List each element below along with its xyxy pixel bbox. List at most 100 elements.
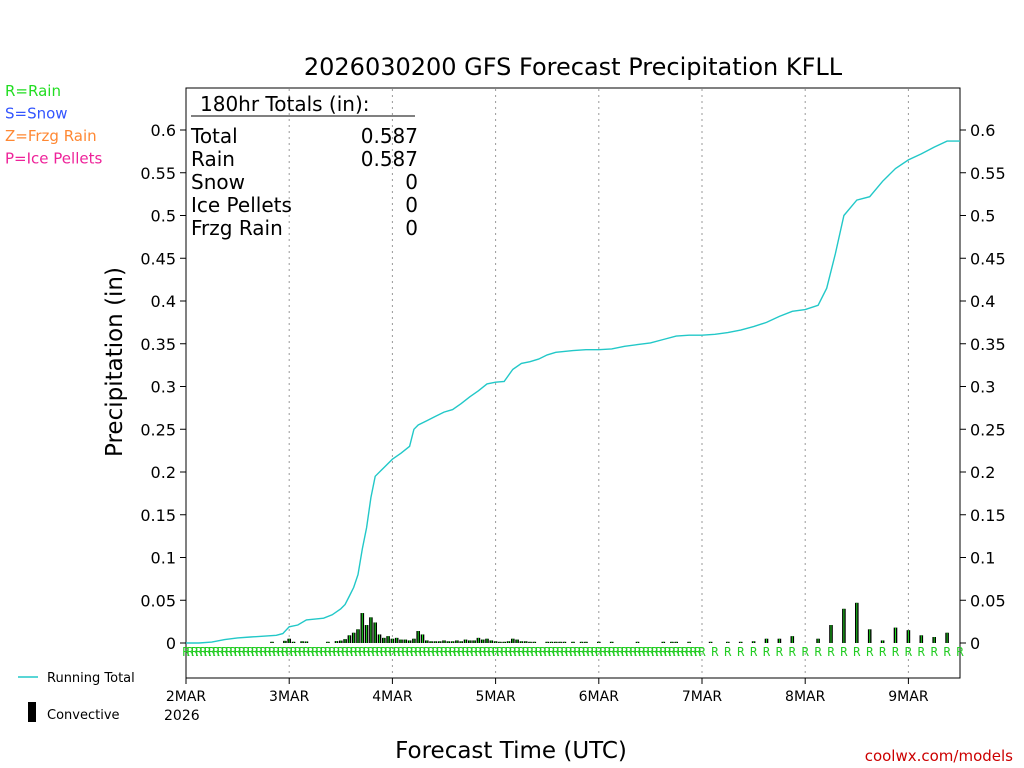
ptype-mark: R xyxy=(432,645,440,659)
ptype-mark: R xyxy=(685,645,693,659)
ptype-mark: R xyxy=(956,645,964,659)
rain-bar xyxy=(520,641,522,643)
plot-frame xyxy=(185,87,961,679)
ptype-mark: R xyxy=(341,645,349,659)
totals-row-label: Ice Pellets xyxy=(191,193,292,217)
ptype-mark: R xyxy=(634,645,642,659)
rain-bar xyxy=(477,637,479,643)
ptype-mark: R xyxy=(552,645,560,659)
y-axis-right: 0 0.05 0.1 0.15 0.2 0.25 0.3 0.35 0.4 0.45 0.5 0.55… xyxy=(960,121,1006,653)
credit-link[interactable]: coolwx.com/models xyxy=(865,747,1013,765)
ptype-mark: R xyxy=(621,645,629,659)
rain-bar xyxy=(288,638,290,643)
rain-bar xyxy=(581,641,583,643)
ptype-mark: R xyxy=(303,645,311,659)
ptype-mark: R xyxy=(612,645,620,659)
rain-bar xyxy=(271,641,273,643)
ptype-mark: R xyxy=(711,645,719,659)
y-tick-label-right: 0.45 xyxy=(970,249,1006,268)
rain-bar xyxy=(400,639,402,643)
rain-bar xyxy=(482,639,484,643)
ptype-mark: R xyxy=(294,645,302,659)
ptype-mark: R xyxy=(449,645,457,659)
rain-bar xyxy=(882,640,884,643)
y-tick-label-left: 0.6 xyxy=(151,121,176,140)
rain-bar xyxy=(465,639,466,643)
ptype-mark: R xyxy=(483,645,491,659)
rain-bar xyxy=(551,641,552,643)
y-tick-label-left: 0.45 xyxy=(140,249,176,268)
ptype-mark: R xyxy=(604,645,612,659)
rain-bar xyxy=(357,629,359,643)
rain-bar xyxy=(473,640,475,643)
ptype-mark: R xyxy=(892,645,900,659)
ptype-mark: R xyxy=(423,645,431,659)
rain-bar xyxy=(512,638,514,643)
y-tick-label-left: 0.1 xyxy=(151,549,176,568)
ptype-mark: R xyxy=(243,645,251,659)
x-tick-label: 9MAR xyxy=(888,689,929,705)
rain-bar xyxy=(907,630,909,643)
ptype-mark: R xyxy=(827,645,835,659)
ptype-mark: R xyxy=(681,645,689,659)
rain-bar xyxy=(555,641,557,643)
ptype-mark: R xyxy=(470,645,478,659)
rain-bar xyxy=(434,641,436,643)
rain-bar xyxy=(503,641,505,643)
ptype-mark: R xyxy=(273,645,281,659)
rain-bar xyxy=(374,622,376,643)
rain-bar xyxy=(740,641,742,643)
ptype-mark: R xyxy=(359,645,367,659)
rain-bar xyxy=(447,641,449,643)
ptype-mark: R xyxy=(496,645,504,659)
ptype-mark: R xyxy=(324,645,332,659)
rain-bar xyxy=(525,641,527,643)
ptype-mark: R xyxy=(724,645,732,659)
ptype-legend-item: R=Rain xyxy=(5,82,61,100)
y-tick-label-right: 0.55 xyxy=(970,164,1006,183)
rain-bar xyxy=(456,640,458,643)
y-axis-title: Precipitation (in) xyxy=(102,267,128,457)
rain-bar xyxy=(340,640,342,643)
ptype-mark: R xyxy=(346,645,354,659)
year-label: 2026 xyxy=(164,708,200,724)
rain-bar xyxy=(766,638,767,643)
ptype-mark: R xyxy=(367,645,375,659)
rain-bar xyxy=(778,638,780,643)
running-total-line xyxy=(186,140,960,644)
ptype-mark: R xyxy=(488,645,496,659)
ptype-mark: R xyxy=(311,645,319,659)
rain-bar xyxy=(426,640,428,643)
ptype-mark: R xyxy=(281,645,289,659)
precip-type-legend: R=Rain S=Snow Z=Frzg Rain P=Ice Pellets xyxy=(5,82,102,168)
rain-bar xyxy=(611,641,613,643)
ptype-mark: R xyxy=(255,645,263,659)
ptype-mark: R xyxy=(195,645,203,659)
rain-bar xyxy=(933,637,935,643)
y-axis-left: 0 0.05 0.1 0.15 0.2 0.25 0.3 0.35 0.4 0.45 0.5 0.55… xyxy=(140,121,186,653)
x-axis-title: Forecast Time (UTC) xyxy=(395,738,627,764)
rain-bar xyxy=(439,641,441,643)
ptype-mark: R xyxy=(526,645,534,659)
ptype-mark: R xyxy=(208,645,216,659)
ptype-mark: R xyxy=(905,645,913,659)
y-tick-label-left: 0.3 xyxy=(151,378,176,397)
ptype-mark: R xyxy=(337,645,345,659)
ptype-mark: R xyxy=(509,645,517,659)
ptype-mark: R xyxy=(221,645,229,659)
rain-bar xyxy=(422,634,423,643)
ptype-legend-item: S=Snow xyxy=(5,105,68,123)
ptype-mark: R xyxy=(466,645,474,659)
rain-bar xyxy=(688,641,690,643)
ptype-mark: R xyxy=(587,645,595,659)
rain-bar xyxy=(516,639,518,643)
rain-bar xyxy=(348,635,350,643)
ptype-mark: R xyxy=(268,645,276,659)
ptype-mark: R xyxy=(673,645,681,659)
y-tick-label-left: 0.5 xyxy=(151,207,176,226)
totals-row-value: 0 xyxy=(405,170,418,194)
rain-bar xyxy=(710,641,712,643)
ptype-mark: R xyxy=(879,645,887,659)
x-tick-label: 6MAR xyxy=(579,689,620,705)
rain-bar xyxy=(336,641,337,643)
